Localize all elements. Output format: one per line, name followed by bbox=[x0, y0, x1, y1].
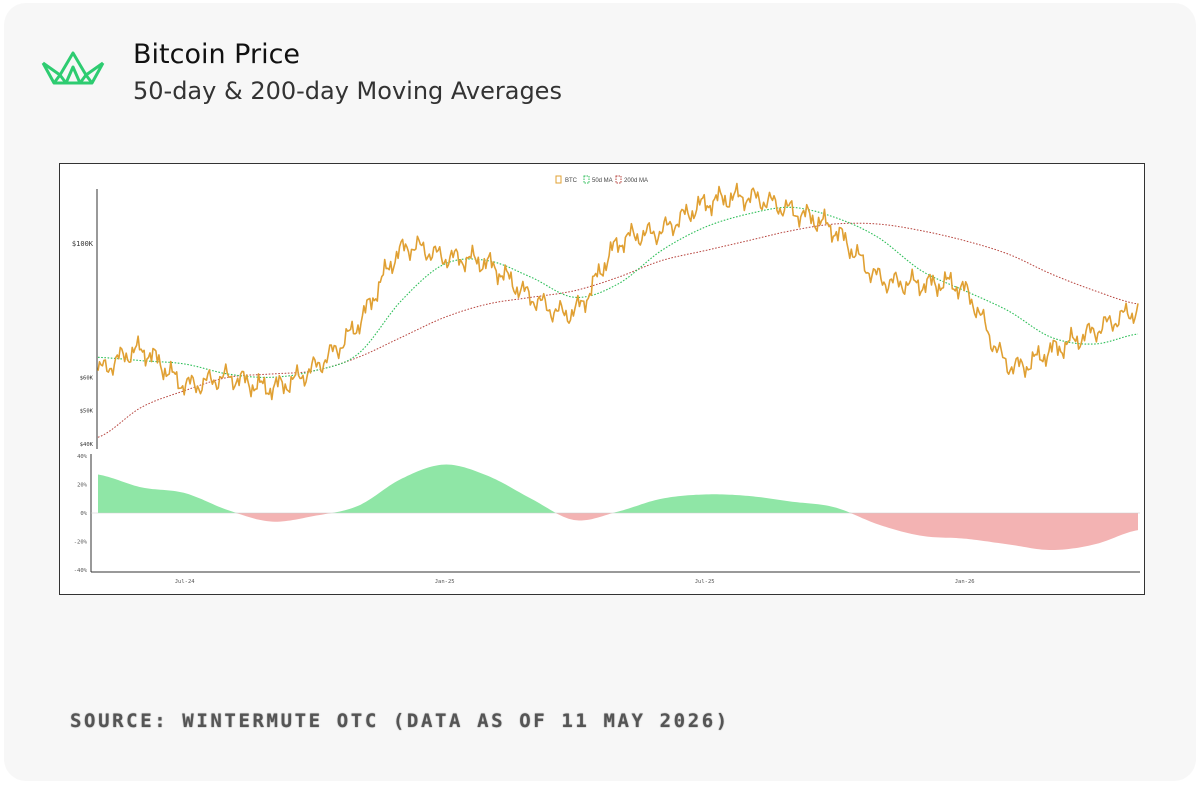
legend-label-ma200: 200d MA bbox=[624, 178, 648, 184]
legend-swatch-ma200 bbox=[615, 175, 622, 184]
legend-label-ma50: 50d MA bbox=[592, 178, 613, 184]
source-note: SOURCE: WINTERMUTE OTC (DATA AS OF 11 MA… bbox=[70, 710, 730, 732]
legend-swatch-ma50 bbox=[583, 175, 590, 184]
legend-swatch-btc bbox=[555, 175, 562, 184]
osc-negative-area bbox=[98, 513, 1138, 550]
osc-y-tick-label: -20% bbox=[74, 540, 88, 546]
osc-y-tick-label: 20% bbox=[77, 483, 88, 489]
btc-chart: BTC 50d MA 200d MA $100K $60K $50K $40K 40%… bbox=[72, 175, 1140, 585]
ma50-line bbox=[97, 206, 1139, 378]
x-tick-label: Jan-25 bbox=[435, 579, 455, 585]
legend-label-btc: BTC bbox=[565, 178, 578, 184]
legend: BTC 50d MA 200d MA bbox=[555, 175, 648, 184]
osc-y-tick-label: -40% bbox=[74, 568, 88, 574]
btc-price-line bbox=[97, 182, 1139, 401]
x-tick-label: Jul-25 bbox=[695, 579, 715, 585]
x-tick-label: Jan-26 bbox=[955, 579, 975, 585]
chart-card: Bitcoin Price 50-day & 200-day Moving Av… bbox=[4, 3, 1196, 781]
osc-y-tick-label: 0% bbox=[80, 511, 87, 517]
x-tick-label: Jul-24 bbox=[175, 579, 196, 585]
osc-y-tick-label: 40% bbox=[77, 454, 88, 460]
page-subtitle: 50-day & 200-day Moving Averages bbox=[133, 77, 562, 105]
price-y-tick-label: $100K bbox=[72, 240, 94, 248]
price-y-tick-label: $40K bbox=[80, 442, 94, 448]
price-y-tick-label: $50K bbox=[80, 409, 94, 415]
chart-frame: BTC 50d MA 200d MA $100K $60K $50K $40K 40%… bbox=[59, 163, 1145, 595]
wintermute-logo-icon bbox=[41, 51, 105, 85]
page-title: Bitcoin Price bbox=[133, 39, 301, 70]
ma200-line bbox=[97, 222, 1139, 438]
osc-positive-area bbox=[98, 464, 1138, 513]
price-y-tick-label: $60K bbox=[80, 375, 94, 381]
